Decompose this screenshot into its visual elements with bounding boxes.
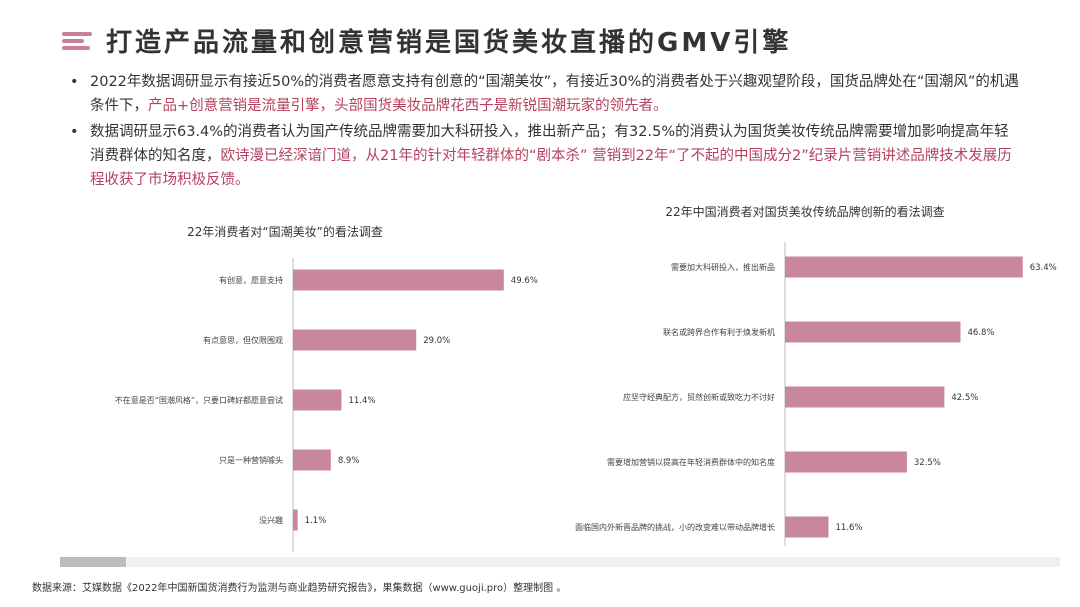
bar [293, 329, 417, 351]
scrollbar-thumb[interactable] [60, 557, 126, 567]
value-label: 42.5% [951, 393, 978, 403]
menu-lines-icon [62, 30, 92, 52]
category-label: 联名或跨界合作有利于焕发新机 [663, 327, 775, 337]
bar [293, 269, 504, 291]
value-label: 8.9% [338, 456, 360, 466]
data-source-note: 数据来源：艾媒数据《2022年中国新国货消费行为监测与商业趋势研究报告》，果集数… [32, 583, 567, 594]
page-title: 打造产品流量和创意营销是国货美妆直播的GMV引擎 [106, 28, 792, 58]
value-label: 1.1% [305, 516, 327, 526]
bar [293, 509, 298, 531]
bullet-text: 数据调研显示63.4%的消费者认为国产传统品牌需要加大科研投入，推出新产品；有3… [90, 124, 1009, 164]
bar [785, 516, 829, 538]
category-label: 需要加大科研投入，推出新品 [671, 262, 775, 272]
category-label: 面临国内外新晋品牌的挑战，小的改变难以带动品牌增长 [575, 522, 775, 532]
value-label: 46.8% [968, 328, 995, 338]
value-label: 29.0% [423, 336, 450, 346]
value-label: 11.6% [836, 523, 863, 533]
chart-title: 22年中国消费者对国货美妆传统品牌创新的看法调查 [665, 204, 944, 219]
value-label: 63.4% [1030, 263, 1057, 273]
category-label: 有点意思，但仅限围观 [203, 335, 283, 345]
value-label: 11.4% [348, 396, 375, 406]
bullet-highlight: 欧诗漫已经深谙门道，从21年的针对年轻群体的“剧本杀” 营销到22年“了不起的中… [90, 148, 1012, 188]
category-label: 有创意，愿意支持 [219, 275, 283, 285]
category-label: 只是一种营销噱头 [219, 455, 283, 465]
bar [785, 451, 907, 473]
title-bar: 打造产品流量和创意营销是国货美妆直播的GMV引擎 [62, 22, 791, 59]
bullet-text: 2022年数据调研显示有接近50%的消费者愿意支持有创意的“国潮美妆”，有接近3… [90, 74, 1019, 114]
category-label: 不在意是否“国潮风格”，只要口碑好都愿意尝试 [115, 395, 283, 405]
bar [785, 386, 945, 408]
bar [785, 321, 961, 343]
category-label: 没兴趣 [259, 515, 283, 525]
chart-title: 22年消费者对“国潮美妆”的看法调查 [187, 224, 383, 239]
bullet-item: 数据调研显示63.4%的消费者认为国产传统品牌需要加大科研投入，推出新产品；有3… [68, 120, 1023, 192]
value-label: 49.6% [511, 276, 538, 286]
category-label: 需要增加营销以提高在年轻消费群体中的知名度 [607, 457, 775, 467]
category-label: 应坚守经典配方，贸然创新或致吃力不讨好 [623, 392, 775, 402]
bullet-highlight: 产品+创意营销是流量引擎，头部国货美妆品牌花西子是新锐国潮玩家的领先者。 [148, 98, 668, 114]
horizontal-scrollbar[interactable] [60, 557, 1060, 567]
bar [785, 256, 1023, 278]
value-label: 32.5% [914, 458, 941, 468]
bar [293, 449, 331, 471]
bullet-list: 2022年数据调研显示有接近50%的消费者愿意支持有创意的“国潮美妆”，有接近3… [68, 70, 1023, 194]
bullet-item: 2022年数据调研显示有接近50%的消费者愿意支持有创意的“国潮美妆”，有接近3… [68, 70, 1023, 118]
bar [293, 389, 342, 411]
